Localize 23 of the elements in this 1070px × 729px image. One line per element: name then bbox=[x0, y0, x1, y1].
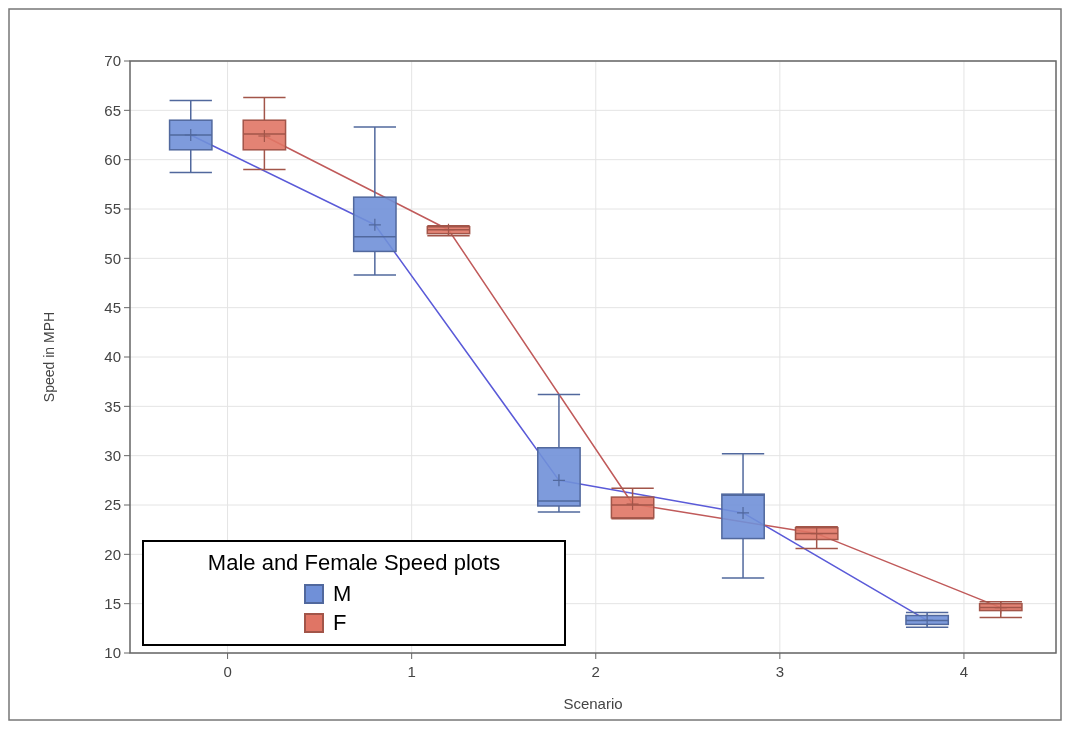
y-tick-label: 10 bbox=[104, 644, 121, 662]
y-tick-label: 40 bbox=[104, 348, 121, 366]
legend-label: F bbox=[333, 610, 347, 635]
legend-label: M bbox=[333, 581, 352, 606]
x-axis-title: Scenario bbox=[563, 695, 623, 712]
x-tick-label: 3 bbox=[775, 663, 785, 680]
y-tick-label: 45 bbox=[104, 298, 121, 316]
x-tick-label: 2 bbox=[591, 663, 600, 680]
y-tick-label: 60 bbox=[104, 150, 121, 168]
x-tick-label: 1 bbox=[407, 663, 416, 680]
y-tick-label: 15 bbox=[104, 594, 121, 612]
y-tick-label: 30 bbox=[104, 446, 121, 464]
y-tick-label: 55 bbox=[104, 200, 121, 218]
y-tick-label: 70 bbox=[104, 52, 121, 70]
y-tick-label: 65 bbox=[104, 101, 121, 119]
y-tick-label: 25 bbox=[104, 496, 121, 514]
x-tick-label: 4 bbox=[959, 663, 969, 680]
y-axis-title: Speed in MPH bbox=[41, 311, 57, 403]
legend-title: Male and Female Speed plots bbox=[207, 550, 501, 575]
x-tick-label: 0 bbox=[223, 663, 232, 680]
y-tick-label: 20 bbox=[104, 545, 121, 563]
y-tick-label: 50 bbox=[104, 249, 121, 267]
y-tick-label: 35 bbox=[104, 397, 121, 415]
